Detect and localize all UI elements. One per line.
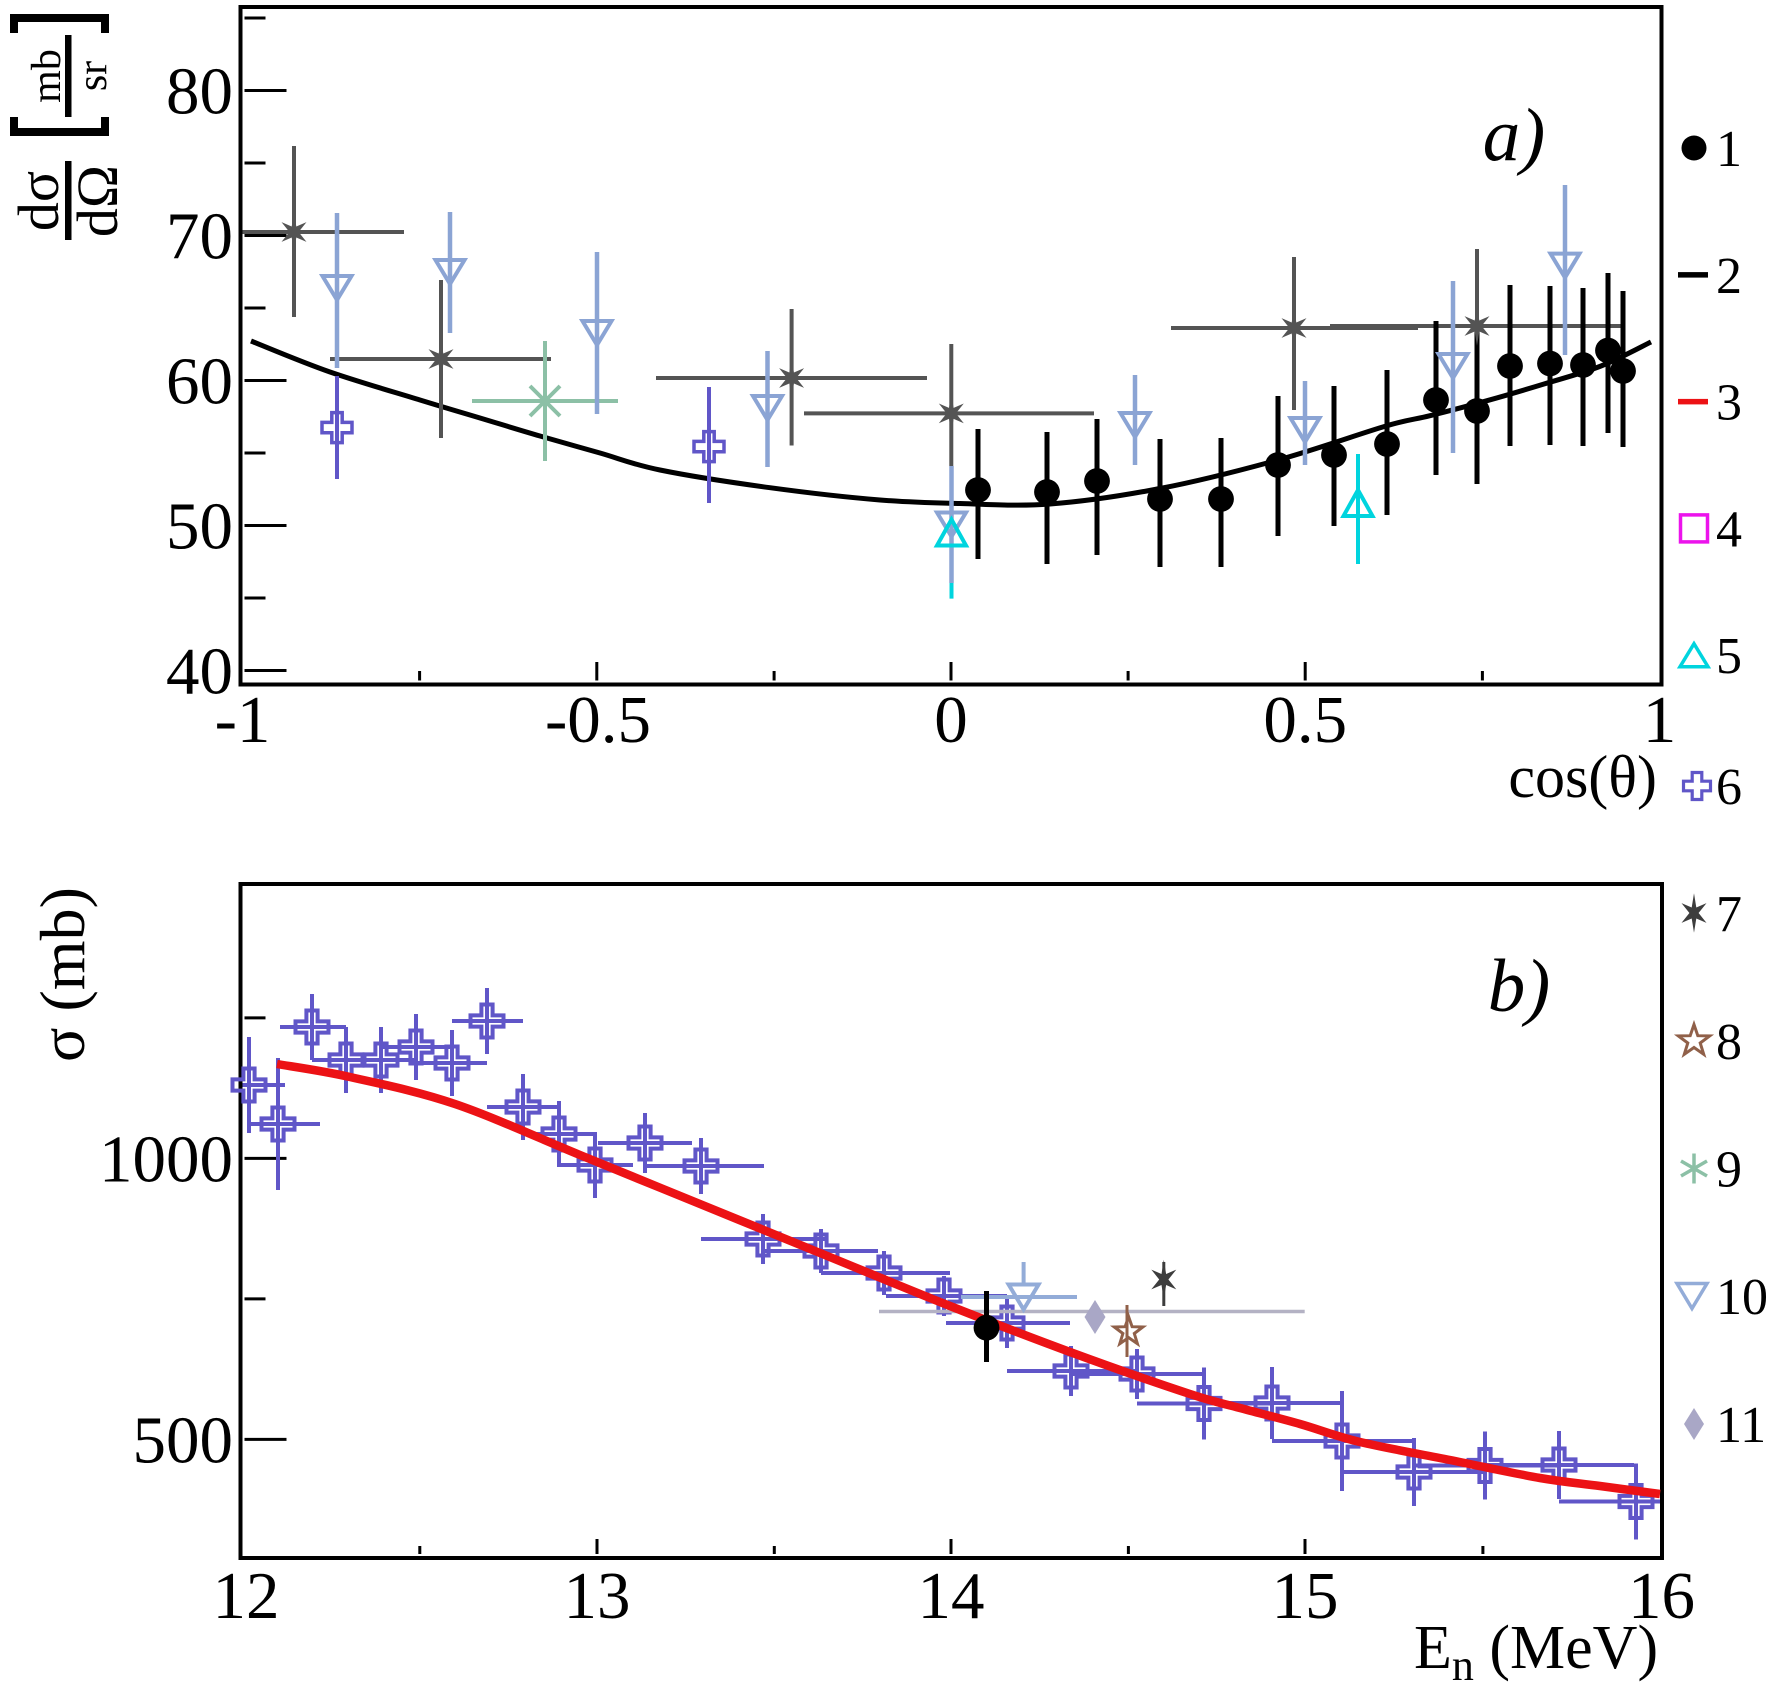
svg-text:16: 16 [1628,1559,1695,1633]
svg-text:40: 40 [166,635,233,709]
svg-text:4: 4 [1716,501,1742,558]
svg-text:2: 2 [1716,248,1742,305]
svg-text:500: 500 [133,1403,234,1477]
svg-text:13: 13 [564,1559,631,1633]
svg-text:9: 9 [1716,1142,1742,1199]
svg-text:5: 5 [1716,628,1742,685]
svg-text:7: 7 [1716,886,1742,943]
svg-text:En (MeV): En (MeV) [1414,1614,1658,1690]
svg-text:12: 12 [213,1559,280,1633]
svg-text:σ (mb): σ (mb) [27,887,98,1062]
svg-text:b): b) [1488,945,1550,1028]
svg-text:60: 60 [166,345,233,419]
svg-text:15: 15 [1272,1559,1339,1633]
svg-text:dΩ: dΩ [65,165,130,237]
svg-text:10: 10 [1716,1269,1768,1326]
svg-text:a): a) [1483,94,1545,177]
svg-text:-0.5: -0.5 [545,683,651,757]
svg-text:80: 80 [166,55,233,129]
svg-text:3: 3 [1716,375,1742,432]
svg-text:50: 50 [166,490,233,564]
svg-text:11: 11 [1716,1397,1766,1454]
svg-text:1: 1 [1716,121,1742,178]
svg-text:-1: -1 [215,683,271,757]
svg-text:70: 70 [166,200,233,274]
svg-text:mb: mb [24,49,70,103]
svg-text:0.5: 0.5 [1263,683,1347,757]
svg-text:6: 6 [1716,759,1742,816]
svg-text:8: 8 [1716,1014,1742,1071]
svg-text:cos(θ): cos(θ) [1508,744,1657,810]
svg-text:14: 14 [918,1559,985,1633]
svg-text:1: 1 [1643,683,1677,757]
svg-text:dσ: dσ [6,171,71,231]
svg-text:1000: 1000 [99,1122,233,1196]
svg-text:0: 0 [934,683,968,757]
svg-text:sr: sr [70,61,116,91]
